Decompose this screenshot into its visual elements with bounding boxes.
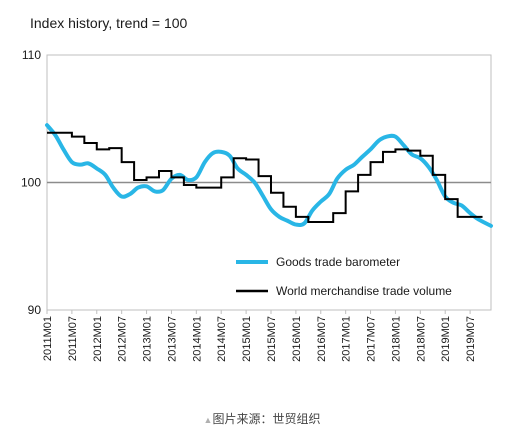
chart-title: Index history, trend = 100 [30, 15, 188, 31]
x-tick-label: 2018M01 [390, 316, 402, 362]
legend-label: World merchandise trade volume [276, 284, 452, 298]
x-tick-label: 2015M01 [241, 316, 253, 362]
caption-text: 图片来源：世贸组织 [212, 412, 321, 426]
x-tick-label: 2011M07 [67, 316, 79, 361]
y-tick-label: 100 [21, 176, 41, 190]
x-tick-label: 2016M01 [291, 316, 303, 362]
x-tick-label: 2017M01 [341, 316, 353, 362]
x-tick-label: 2014M01 [191, 316, 203, 362]
series-line-trade-volume [47, 131, 483, 224]
x-tick-label: 2014M07 [216, 316, 228, 362]
y-axis: 90 100 110 [21, 48, 41, 317]
x-tick-label: 2013M07 [166, 316, 178, 362]
x-tick-label: 2019M07 [465, 316, 477, 362]
x-tick-label: 2018M07 [415, 316, 427, 362]
x-tick-label: 2012M01 [92, 316, 104, 362]
series-layer [45, 123, 493, 228]
x-tick-label: 2013M01 [142, 316, 154, 362]
y-tick-label: 110 [22, 48, 41, 62]
legend: Goods trade barometer World merchandise t… [236, 255, 452, 298]
image-caption: ▲图片来源：世贸组织 [0, 410, 524, 427]
x-tick-label: 2019M01 [440, 316, 452, 362]
y-tick-label: 90 [28, 303, 42, 317]
caption-marker: ▲ [203, 415, 213, 425]
x-tick-label: 2015M07 [266, 316, 278, 362]
x-tick-label: 2016M07 [316, 316, 328, 362]
x-axis: 2011M01 2011M07 2012M01 2012M07 2013M01 2013M… [42, 310, 477, 362]
x-tick-label: 2012M07 [117, 316, 129, 362]
series-line-barometer [45, 123, 493, 228]
x-tick-label: 2017M07 [366, 316, 378, 362]
x-tick-label: 2011M01 [42, 316, 54, 361]
legend-label: Goods trade barometer [276, 255, 400, 269]
plot-area [46, 54, 492, 311]
